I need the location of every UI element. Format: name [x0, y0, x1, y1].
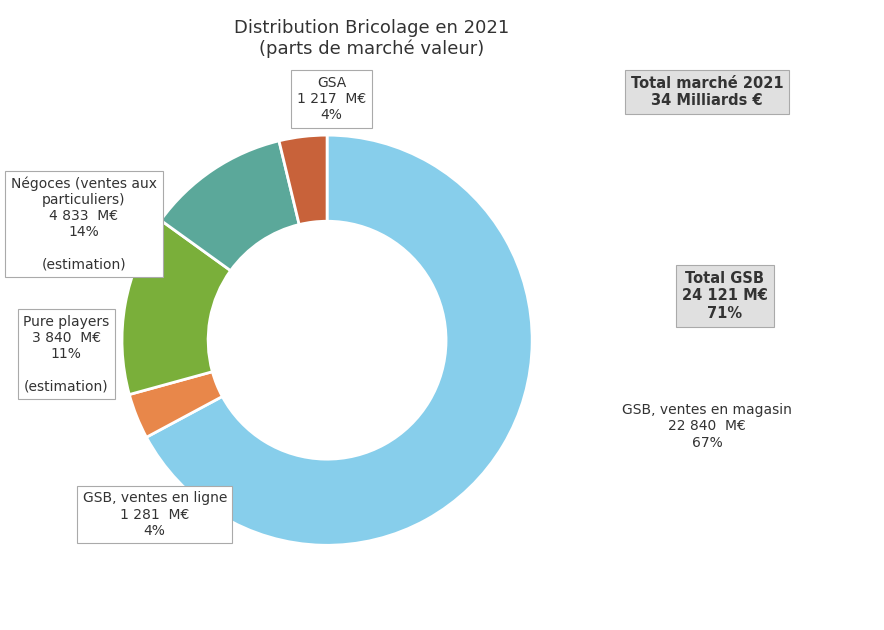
Wedge shape [279, 135, 327, 224]
Text: GSB, ventes en ligne
1 281  M€
4%: GSB, ventes en ligne 1 281 M€ 4% [82, 491, 227, 538]
Wedge shape [161, 141, 299, 271]
Text: Total GSB
24 121 M€
71%: Total GSB 24 121 M€ 71% [682, 271, 768, 321]
Text: Pure players
3 840  M€
11%

(estimation): Pure players 3 840 M€ 11% (estimation) [23, 315, 110, 394]
Text: GSB, ventes en magasin
22 840  M€
67%: GSB, ventes en magasin 22 840 M€ 67% [622, 403, 792, 450]
Wedge shape [122, 220, 231, 394]
Text: Distribution Bricolage en 2021
(parts de marché valeur): Distribution Bricolage en 2021 (parts de… [233, 19, 509, 59]
Text: Négoces (ventes aux
particuliers)
4 833  M€
14%

(estimation): Négoces (ventes aux particuliers) 4 833 … [11, 176, 157, 272]
Wedge shape [147, 135, 532, 546]
Wedge shape [129, 372, 222, 437]
Text: Total marché 2021
34 Milliards €: Total marché 2021 34 Milliards € [631, 76, 783, 108]
Text: GSA
1 217  M€
4%: GSA 1 217 M€ 4% [297, 76, 366, 122]
